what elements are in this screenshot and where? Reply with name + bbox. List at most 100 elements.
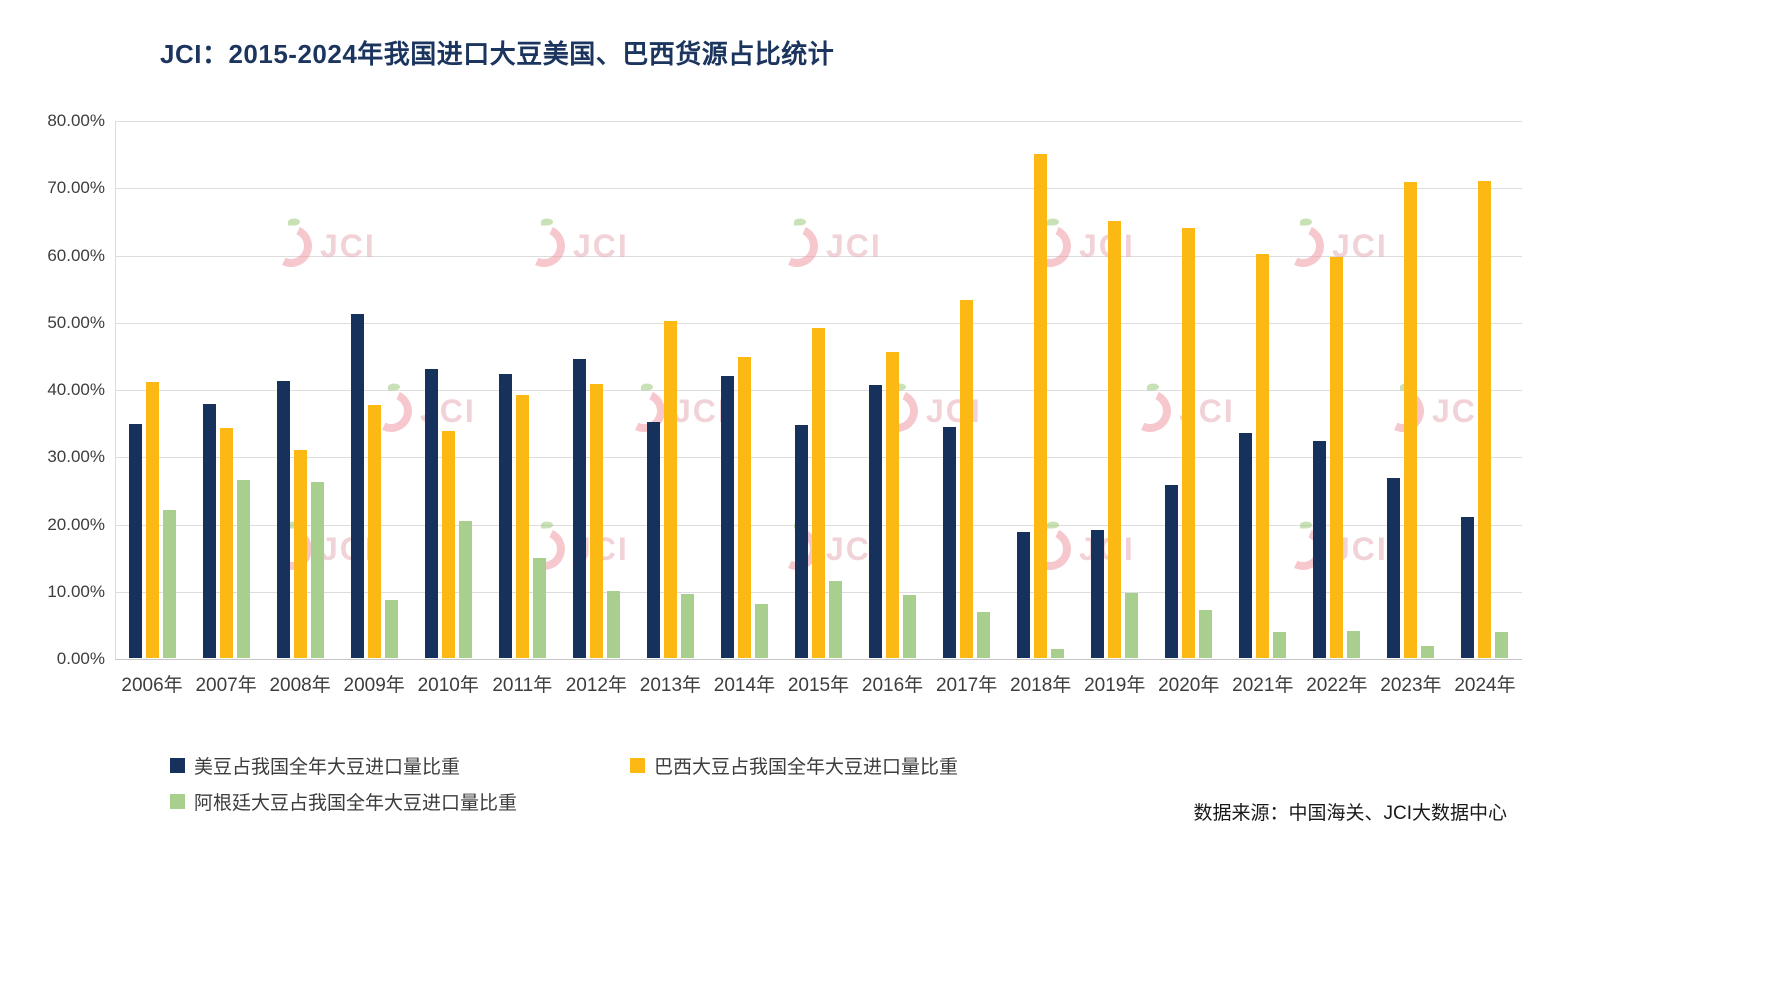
x-tick-label: 2021年	[1232, 675, 1294, 696]
bar-2017年-1	[960, 299, 974, 658]
x-tick-label: 2011年	[492, 675, 553, 696]
jci-watermark: JCI	[1023, 219, 1135, 273]
bar-2019年-2	[1125, 592, 1139, 658]
x-tick-label: 2017年	[935, 675, 998, 696]
bar-2014年-0	[720, 375, 734, 658]
plot-area: JCI JCI JCI JCI JCI JCI JCI JCI JCI JCI JCI JCI JCI J…	[115, 121, 1522, 660]
bar-2007年-2	[236, 479, 250, 658]
x-tick-label: 2012年	[565, 675, 627, 696]
jci-watermark: JCI	[617, 384, 729, 438]
gridline	[115, 121, 1522, 122]
bar-2018年-1	[1034, 153, 1048, 658]
bar-2013年-2	[680, 594, 694, 658]
bar-2011年-2	[532, 557, 546, 658]
y-tick-label: 50.00%	[47, 312, 105, 332]
bar-2023年-2	[1421, 645, 1435, 658]
bar-2015年-1	[812, 328, 825, 658]
x-tick-label: 2010年	[417, 675, 479, 696]
bar-2021年-1	[1256, 253, 1270, 658]
y-tick-label: 40.00%	[47, 380, 105, 399]
bars-layer	[115, 121, 1522, 659]
chart-title: JCI：2015-2024年我国进口大豆美国、巴西货源占比统计	[160, 39, 835, 69]
y-tick-label: 70.00%	[47, 178, 105, 198]
x-tick-label: 2018年	[1010, 675, 1072, 696]
bar-2012年-2	[606, 590, 620, 658]
bar-2017年-2	[977, 612, 991, 658]
legend-item-1: 巴西大豆占我国全年大豆进口量比重	[630, 752, 958, 778]
bar-2009年-0	[350, 314, 364, 658]
x-tick-label: 2016年	[861, 675, 924, 696]
bar-2018年-0	[1017, 531, 1031, 658]
bar-2008年-2	[310, 481, 324, 658]
bar-2014年-2	[754, 603, 768, 658]
bar-2012年-1	[589, 384, 603, 658]
y-tick-label: 80.00%	[47, 111, 105, 130]
bar-2024年-2	[1495, 631, 1509, 658]
bar-2016年-1	[886, 352, 900, 658]
legend-item-2: 阿根廷大豆占我国全年大豆进口量比重	[170, 788, 517, 814]
bar-2019年-1	[1108, 220, 1122, 658]
bar-2011年-1	[515, 395, 529, 658]
jci-watermark: JCI	[770, 219, 882, 273]
data-source: 数据来源：中国海关、JCI大数据中心	[1193, 803, 1507, 824]
jci-watermark: JCI	[264, 522, 376, 576]
jci-watermark-text: JCI	[573, 227, 629, 264]
bar-2020年-1	[1182, 227, 1196, 658]
jci-watermark-text: JCI	[1079, 530, 1135, 567]
bar-2024年-0	[1461, 516, 1475, 658]
jci-watermark-text: JCI	[320, 227, 376, 264]
bar-2015年-2	[829, 581, 842, 658]
bar-2023年-1	[1404, 181, 1418, 658]
bar-2020年-0	[1165, 485, 1179, 658]
bar-2013年-0	[646, 421, 660, 658]
bar-2012年-0	[572, 359, 586, 658]
jci-watermark-text: JCI	[1432, 392, 1488, 429]
y-tick-label: 10.00%	[47, 581, 105, 601]
gridline	[115, 659, 1522, 660]
jci-watermark: JCI	[517, 219, 629, 273]
jci-watermark-text: JCI	[673, 392, 729, 429]
jci-watermark: JCI	[1023, 522, 1135, 576]
bar-2018年-2	[1051, 648, 1065, 658]
bar-2016年-2	[903, 594, 917, 658]
bar-2006年-0	[128, 423, 142, 658]
x-tick-label: 2020年	[1158, 675, 1220, 696]
bar-2010年-1	[441, 430, 455, 658]
y-tick-label: 60.00%	[47, 245, 105, 265]
y-tick-label: 0.00%	[56, 649, 105, 668]
y-tick-label: 30.00%	[47, 447, 105, 467]
x-tick-label: 2024年	[1454, 675, 1516, 696]
bar-2024年-1	[1478, 181, 1492, 658]
bar-2020年-2	[1199, 609, 1213, 658]
jci-watermark: JCI	[264, 219, 376, 273]
bar-2022年-1	[1330, 257, 1344, 658]
y-tick-label: 20.00%	[47, 514, 105, 534]
bar-2010年-0	[424, 368, 438, 658]
x-axis-labels: 2006年 2007年 2008年 2009年 2010年 2011年 2012年 2013年…	[115, 670, 1522, 700]
legend-swatch	[170, 757, 185, 773]
bar-2021年-0	[1239, 433, 1253, 658]
x-tick-label: 2022年	[1306, 675, 1368, 696]
x-tick-label: 2007年	[195, 675, 257, 696]
legend: 美豆占我国全年大豆进口量比重 巴西大豆占我国全年大豆进口量比重阿根廷大豆占我国全年…	[170, 752, 1170, 832]
bar-2016年-0	[869, 384, 883, 658]
bar-2021年-2	[1273, 632, 1287, 658]
x-tick-label: 2006年	[121, 675, 183, 696]
bar-2011年-0	[498, 373, 512, 658]
bar-2014年-1	[737, 357, 751, 658]
bar-2015年-0	[795, 424, 808, 658]
y-axis-labels: 0.00% 10.00% 20.00% 30.00% 40.00% 50.00% 60.00…	[0, 111, 105, 668]
bar-2022年-2	[1347, 631, 1361, 658]
gridline	[115, 188, 1522, 190]
jci-watermark: JCI	[1376, 384, 1488, 438]
gridline	[115, 322, 1522, 324]
legend-label: 美豆占我国全年大豆进口量比重	[194, 756, 461, 778]
legend-swatch	[630, 757, 645, 773]
jci-watermark-text: JCI	[320, 530, 376, 567]
x-tick-label: 2013年	[639, 675, 702, 696]
legend-label: 巴西大豆占我国全年大豆进口量比重	[654, 756, 959, 778]
legend-swatch	[170, 793, 185, 809]
bar-2013年-1	[663, 321, 677, 658]
bar-2022年-0	[1313, 440, 1327, 658]
